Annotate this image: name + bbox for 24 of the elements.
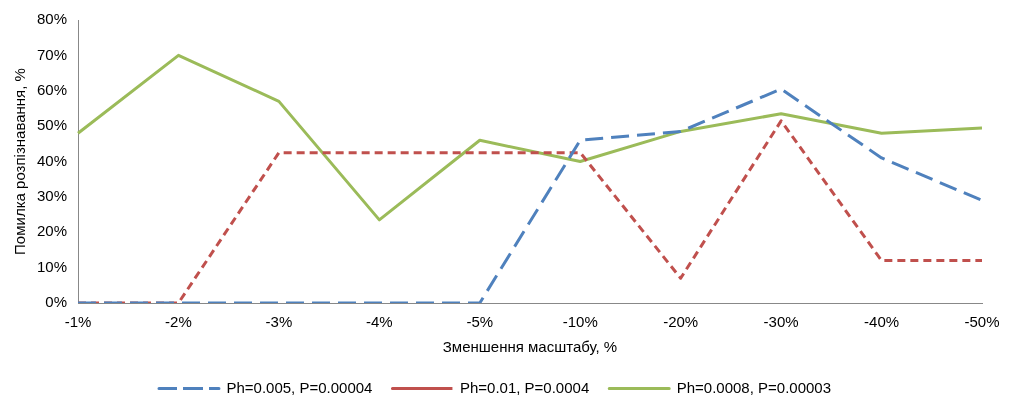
x-tick-label: -50% — [964, 313, 1000, 331]
y-tick-label: 40% — [36, 151, 68, 169]
x-tick-label: -2% — [165, 313, 192, 331]
y-tick-label: 50% — [36, 116, 68, 134]
legend-label: Ph=0.01, P=0.0004 — [459, 378, 590, 396]
x-tick-label: -1% — [64, 313, 92, 331]
y-tick-label: 0% — [45, 293, 68, 311]
y-tick-label: 20% — [36, 222, 68, 240]
legend-label: Ph=0.005, P=0.00004 — [226, 378, 373, 396]
y-tick-label: 80% — [36, 10, 68, 28]
x-tick-label: -5% — [466, 313, 494, 331]
x-tick-label: -20% — [663, 313, 699, 331]
y-tick-label: 70% — [36, 45, 68, 63]
y-tick-label: 60% — [36, 80, 68, 98]
x-axis-title: Зменшення масштабу, % — [442, 338, 618, 356]
x-tick-label: -3% — [265, 313, 293, 331]
y-axis-title: Помилка розпізнавання, % — [11, 68, 29, 255]
x-tick-label: -40% — [864, 313, 900, 331]
y-tick-label: 30% — [36, 187, 68, 205]
y-tick-label: 10% — [36, 257, 68, 275]
legend-label: Ph=0.0008, P=0.00003 — [676, 378, 832, 396]
x-tick-label: -10% — [562, 313, 598, 331]
x-tick-label: -4% — [366, 313, 393, 331]
x-tick-label: -30% — [763, 313, 799, 331]
